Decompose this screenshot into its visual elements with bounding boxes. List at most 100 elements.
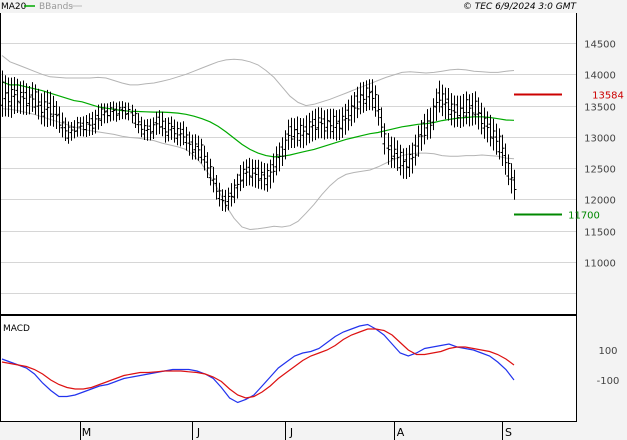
ohlc-bar [136,113,141,134]
ohlc-bar [69,121,74,141]
ohlc-bar [66,121,71,144]
ohlc-bar [63,117,68,142]
ohlc-bar [355,86,360,119]
ohlc-bar [503,143,508,175]
ohlc-bar [226,187,231,211]
ohlc-bar [343,103,348,135]
y-tick-label: 11500 [584,228,616,239]
ohlc-bar [497,128,502,160]
ma20-line [1,81,515,158]
y-tick-label: 14000 [584,71,616,82]
ohlc-bar [205,152,210,178]
bollinger-bands [1,55,515,231]
ohlc-bar [87,113,92,136]
ohlc-bar [187,131,192,156]
month-label: J [289,426,293,439]
ohlc-bar [0,70,5,117]
ohlc-bar [407,145,412,177]
ohlc-bar [416,125,421,157]
ohlc-bar [108,101,113,122]
ohlc-bar [464,91,469,125]
ohlc-bar [376,94,381,126]
ohlc-bar [120,101,125,120]
macd-tick-label: 100 [598,346,617,357]
ohlc-bar [304,115,309,146]
ohlc-bar [431,98,436,131]
ohlc-bar [244,159,249,187]
y-tick-label: 11000 [584,259,616,270]
ohlc-bar [39,93,44,125]
macd-line [1,323,515,404]
macd-panel [0,315,577,422]
ohlc-bar [446,88,451,121]
ohlc-bar [404,147,409,179]
ohlc-bar [202,145,207,171]
ohlc-bar [163,117,168,143]
ohlc-bar [334,110,339,141]
ohlc-bar [139,116,144,138]
ohlc-bar [33,84,38,115]
ohlc-bar [193,134,198,160]
y-tick-label: 13500 [584,103,616,114]
ohlc-bar [295,116,300,147]
ohlc-bar [389,136,394,168]
top-strip [0,0,577,13]
ohlc-bar [15,78,20,113]
month-label: S [505,426,512,439]
ohlc-bar [27,86,32,115]
ohlc-bar [449,93,454,126]
ohlc-bar [373,85,378,117]
ohlc-bar [214,175,219,200]
ohlc-bar [21,80,26,115]
ohlc-bar [60,112,65,138]
ohlc-bar [479,102,484,135]
macd-lines [1,323,515,404]
ohlc-bar [178,122,183,147]
ohlc-bar [443,87,448,120]
ohlc-bar [142,119,147,141]
ohlc-bar [256,159,261,189]
ohlc-bar [428,107,433,139]
support-label: 11700 [568,211,600,222]
ohlc-bar [268,159,273,189]
ohlc-bar [238,164,243,192]
ohlc-bar [175,121,180,146]
ohlc-bar [386,133,391,165]
ohlc-bar [172,119,177,143]
bbands-legend-label: BBands [39,2,73,12]
ohlc-bar [382,123,387,155]
ma20-path [1,81,515,158]
ohlc-bar [169,116,174,140]
ohlc-bar [286,119,291,150]
ohlc-bar [325,109,330,139]
ohlc-bar [45,89,50,128]
ohlc-bar [494,123,499,155]
ohlc-bar [379,107,384,138]
ohlc-bar [160,111,165,137]
y-tick-label: 12000 [584,196,616,207]
ohlc-bar [184,126,189,151]
ohlc-bar [422,113,427,145]
ohlc-bar [274,146,279,176]
ohlc-bar [398,144,403,176]
ohlc-bar [36,88,41,120]
ohlc-bar [111,101,116,121]
ohlc-bar [51,95,56,127]
ohlc-bar [452,95,457,128]
ohlc-bar [241,161,246,188]
ohlc-bar [301,118,306,149]
ohlc-bar [289,117,294,148]
ohlc-bar [401,148,406,179]
ohlc-bar [277,142,282,172]
ohlc-bar [148,118,153,141]
ohlc-bar [434,88,439,121]
ohlc-bar [455,95,460,127]
ohlc-bar [99,103,104,126]
ohlc-bar [75,116,80,137]
y-tick-label: 12500 [584,165,616,176]
ohlc-bar [482,107,487,139]
ohlc-bar [413,134,418,166]
copyright-label: © TEC 6/9/2024 3:0 GMT [463,2,578,12]
ohlc-bar [392,137,397,169]
